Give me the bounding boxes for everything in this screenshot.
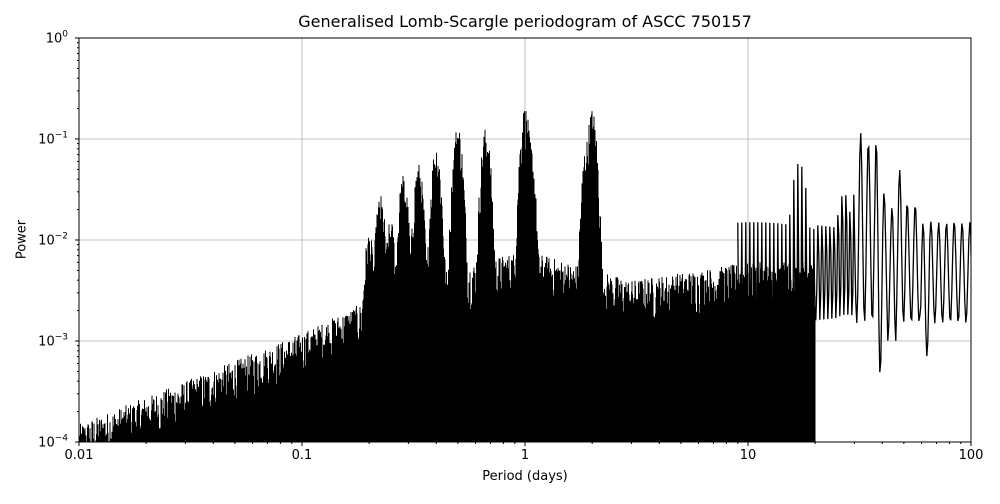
chart-title: Generalised Lomb-Scargle periodogram of … <box>298 12 752 31</box>
y-tick-label: 100 <box>45 29 68 47</box>
x-tick-label: 0.01 <box>64 448 94 463</box>
y-axis-label: Power <box>14 219 30 260</box>
y-tick-label: 10−4 <box>38 433 68 451</box>
x-tick-label: 100 <box>958 448 984 463</box>
y-tick-label: 10−2 <box>38 231 68 249</box>
x-tick-label: 10 <box>739 448 757 463</box>
x-tick-label: 0.1 <box>291 448 313 463</box>
y-tick-label: 10−3 <box>38 332 68 350</box>
x-axis-label: Period (days) <box>482 469 568 484</box>
x-tick-label: 1 <box>520 448 530 463</box>
y-tick-label: 10−1 <box>38 130 68 148</box>
